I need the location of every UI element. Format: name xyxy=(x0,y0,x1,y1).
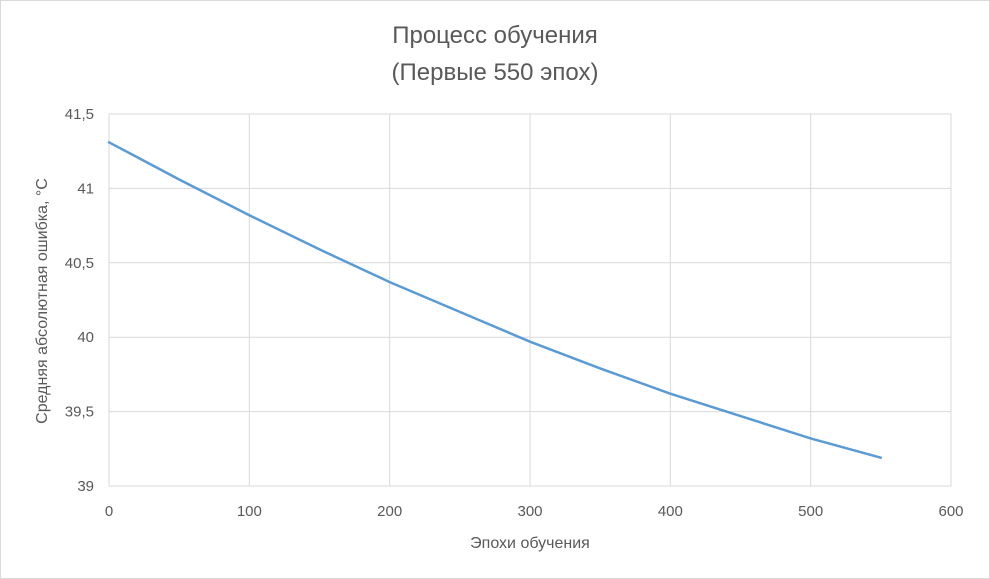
x-tick-label: 500 xyxy=(798,503,823,520)
x-tick-label: 600 xyxy=(938,503,963,520)
x-axis-label: Эпохи обучения xyxy=(470,535,590,552)
y-tick-label: 41 xyxy=(77,180,94,197)
y-tick-label: 39,5 xyxy=(65,404,94,421)
x-tick-label: 400 xyxy=(658,503,683,520)
gridlines xyxy=(108,113,952,487)
y-tick-labels: 39 39,5 40 40,5 41 41,5 xyxy=(65,106,94,495)
y-axis-label: Средняя абсолютная ошибка, °С xyxy=(34,178,51,424)
y-tick-label: 40 xyxy=(77,329,94,346)
y-tick-label: 39 xyxy=(77,478,94,495)
series-layer xyxy=(107,141,883,459)
x-tick-label: 200 xyxy=(377,503,402,520)
series-line xyxy=(107,141,883,459)
chart-title: Процесс обучения xyxy=(392,22,598,49)
x-tick-labels: 0 100 200 300 400 500 600 xyxy=(105,503,964,520)
y-tick-label: 40,5 xyxy=(65,255,94,272)
chart-subtitle: (Первые 550 эпох) xyxy=(391,59,599,86)
x-tick-label: 0 xyxy=(105,503,113,520)
y-tick-label: 41,5 xyxy=(65,106,94,123)
x-tick-label: 100 xyxy=(237,503,262,520)
x-tick-label: 300 xyxy=(517,503,542,520)
